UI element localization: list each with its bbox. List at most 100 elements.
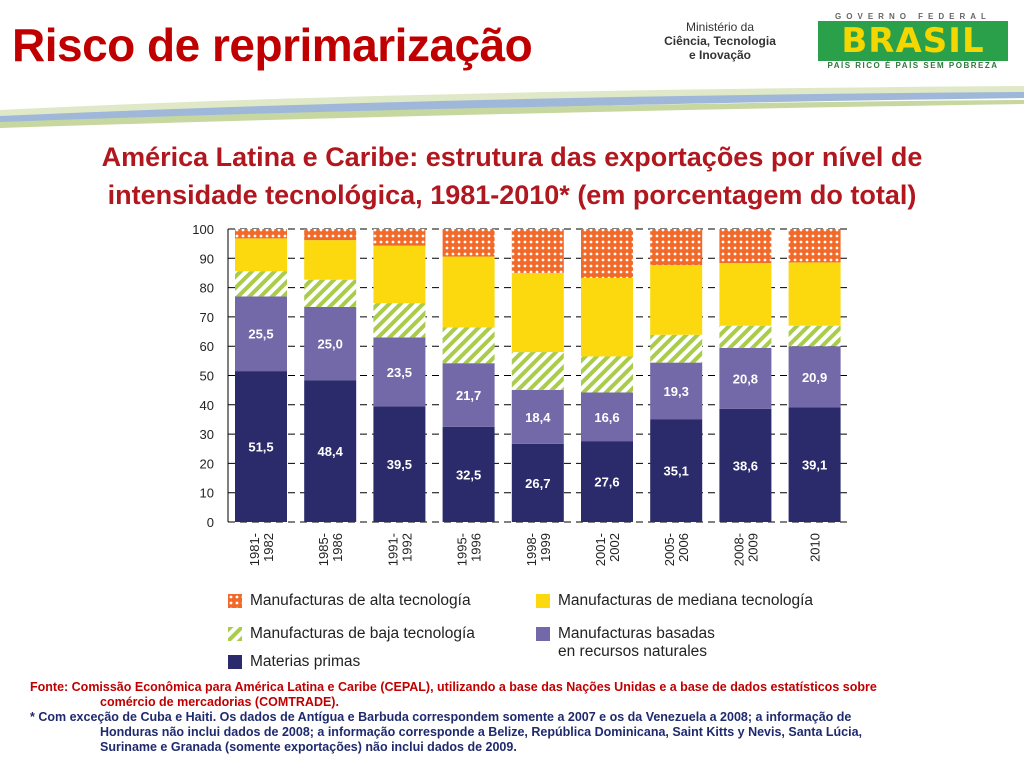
x-tick-label: 1991-1992 <box>385 533 414 566</box>
source-note: comércio de mercadorias (COMTRADE). <box>100 695 339 709</box>
bar-value-label: 48,4 <box>318 444 344 459</box>
bar-segment-manufacturas-de-baja-tecnolog-a <box>373 303 426 338</box>
bar-segment-materias-primas <box>581 441 633 522</box>
bar-segment-materias-primas <box>442 426 495 522</box>
bar-value-label: 26,7 <box>525 476 550 491</box>
bar-segment-manufacturas-de-baja-tecnolog-a <box>304 279 357 307</box>
bar-segment-manufacturas-basadas-en-recursos-naturales <box>581 392 633 442</box>
bar-segment-manufacturas-de-alta-tecnolog-a <box>511 229 564 273</box>
bar-segment-manufacturas-de-alta-tecnolog-a <box>235 229 287 239</box>
x-tick-label: 1985-1986 <box>316 533 345 566</box>
bar-segment-manufacturas-de-mediana-tecnolog-a <box>373 245 426 304</box>
bar-segment-manufacturas-de-alta-tecnolog-a <box>719 229 772 263</box>
y-tick-label: 20 <box>200 456 214 471</box>
bar-segment-materias-primas <box>788 407 841 522</box>
bar-value-label: 39,5 <box>387 457 412 472</box>
legend-item-mediana: Manufacturas de mediana tecnología <box>536 592 813 610</box>
bar-value-label: 19,3 <box>664 384 689 399</box>
bar-segment-materias-primas <box>650 419 703 522</box>
bar-segment-manufacturas-de-baja-tecnolog-a <box>511 352 564 390</box>
bar-segment-materias-primas <box>373 406 426 522</box>
bar-segment-manufacturas-basadas-en-recursos-naturales <box>373 337 426 407</box>
header-swoosh <box>0 86 1024 128</box>
legend-item-alta: Manufacturas de alta tecnología <box>228 592 471 610</box>
bar-segment-manufacturas-de-mediana-tecnolog-a <box>719 262 772 326</box>
bar-segment-materias-primas <box>304 380 357 522</box>
x-tick-label: 2005-2006 <box>662 533 691 566</box>
bar-segment-manufacturas-de-baja-tecnolog-a <box>581 356 633 393</box>
footnote: * Com exceção de Cuba e Haiti. Os dados … <box>30 710 852 724</box>
bar-segment-manufacturas-de-mediana-tecnolog-a <box>304 240 357 280</box>
x-tick-label: 1995-1996 <box>455 533 484 566</box>
brasil-logo: GOVERNO FEDERAL BRASIL PAÍS RICO É PAÍS … <box>818 12 1008 72</box>
footnote: Honduras não inclui dados de 2008; a inf… <box>100 725 863 739</box>
bar-segment-manufacturas-basadas-en-recursos-naturales <box>788 346 841 408</box>
footnotes: Fonte: Comissão Econômica para América L… <box>30 680 1000 755</box>
solid-swatch-icon <box>536 627 550 641</box>
bar-segment-manufacturas-de-baja-tecnolog-a <box>719 325 772 348</box>
bar-segment-manufacturas-de-alta-tecnolog-a <box>650 229 703 266</box>
bar-value-label: 39,1 <box>802 458 827 473</box>
footnote: Suriname e Granada (somente exportações)… <box>100 740 517 754</box>
bar-segment-manufacturas-basadas-en-recursos-naturales <box>442 363 495 427</box>
bar-segment-manufacturas-basadas-en-recursos-naturales <box>719 347 772 409</box>
bar-segment-manufacturas-de-baja-tecnolog-a <box>442 327 495 364</box>
bar-value-label: 25,5 <box>248 327 273 342</box>
stacked-bar-chart: 0 10 20 30 40 50 60 70 80 90 100 51,5 25,5 1981-1982 4… <box>192 222 850 566</box>
bar-segment-manufacturas-de-mediana-tecnolog-a <box>581 277 633 357</box>
bar-segment-manufacturas-de-baja-tecnolog-a <box>788 325 841 347</box>
legend-item-baja: Manufacturas de baja tecnología <box>228 625 475 643</box>
legend-label: Manufacturas basadas en recursos naturale… <box>558 625 715 660</box>
page-title: Risco de reprimarização <box>12 19 533 71</box>
bar-value-label: 20,9 <box>802 370 827 385</box>
y-tick-label: 40 <box>200 398 214 413</box>
bar-segment-materias-primas <box>719 408 772 522</box>
bar-segment-materias-primas <box>235 371 287 522</box>
bar-segment-manufacturas-de-mediana-tecnolog-a <box>788 262 841 326</box>
y-tick-label: 80 <box>200 281 214 296</box>
x-tick-label: 2001-2002 <box>593 533 622 566</box>
bar-value-label: 23,5 <box>387 365 412 380</box>
bar-segment-materias-primas <box>511 443 564 522</box>
legend-label: Manufacturas de mediana tecnología <box>558 592 814 609</box>
bar-value-label: 20,8 <box>733 371 758 386</box>
brasil-logo-word: BRASIL <box>818 21 1008 61</box>
source-note: Fonte: Comissão Econômica para América L… <box>30 680 877 694</box>
legend-item-basadas: Manufacturas basadas en recursos naturale… <box>536 625 715 661</box>
bar-segment-manufacturas-de-alta-tecnolog-a <box>442 229 495 257</box>
dots-swatch-icon <box>228 594 242 608</box>
bar-value-label: 25,0 <box>318 337 343 352</box>
bar-value-label: 21,7 <box>456 388 481 403</box>
legend-label: Manufacturas de alta tecnología <box>250 592 471 609</box>
bar-value-label: 18,4 <box>525 410 551 425</box>
bar-segment-manufacturas-de-alta-tecnolog-a <box>304 229 357 241</box>
ministry-logo: Ministério da Ciência, Tecnologia e Inov… <box>650 20 790 62</box>
brasil-logo-tagline: PAÍS RICO É PAÍS SEM POBREZA <box>827 61 999 70</box>
bar-segment-manufacturas-de-baja-tecnolog-a <box>235 271 287 297</box>
legend-label: Manufacturas de baja tecnología <box>250 625 475 642</box>
bar-segment-manufacturas-basadas-en-recursos-naturales <box>511 389 564 444</box>
y-tick-label: 70 <box>200 310 214 325</box>
bar-value-label: 27,6 <box>594 475 619 490</box>
legend-label: Materias primas <box>250 653 361 670</box>
bar-segment-manufacturas-de-mediana-tecnolog-a <box>442 256 495 328</box>
bar-value-label: 35,1 <box>664 464 689 479</box>
y-tick-label: 50 <box>200 369 214 384</box>
y-tick-label: 60 <box>200 339 214 354</box>
ministry-line: Ministério da <box>685 20 755 34</box>
bar-segment-manufacturas-de-mediana-tecnolog-a <box>650 265 703 335</box>
chart-title: América Latina e Caribe: estrutura das e… <box>101 142 923 210</box>
bar-segment-manufacturas-de-alta-tecnolog-a <box>788 229 841 263</box>
legend-item-primas: Materias primas <box>228 653 360 671</box>
ministry-line: e Inovação <box>688 48 752 62</box>
y-tick-label: 100 <box>192 222 214 237</box>
bar-segment-manufacturas-basadas-en-recursos-naturales <box>235 296 287 372</box>
stripes-swatch-icon <box>228 627 242 641</box>
x-tick-label: 2010 <box>808 533 823 562</box>
bar-segment-manufacturas-de-mediana-tecnolog-a <box>511 272 564 353</box>
bar-segment-manufacturas-de-alta-tecnolog-a <box>373 229 426 246</box>
solid-swatch-icon <box>536 594 550 608</box>
bar-value-label: 16,6 <box>594 410 619 425</box>
bar-segment-manufacturas-basadas-en-recursos-naturales <box>650 362 703 420</box>
solid-swatch-icon <box>228 655 242 669</box>
